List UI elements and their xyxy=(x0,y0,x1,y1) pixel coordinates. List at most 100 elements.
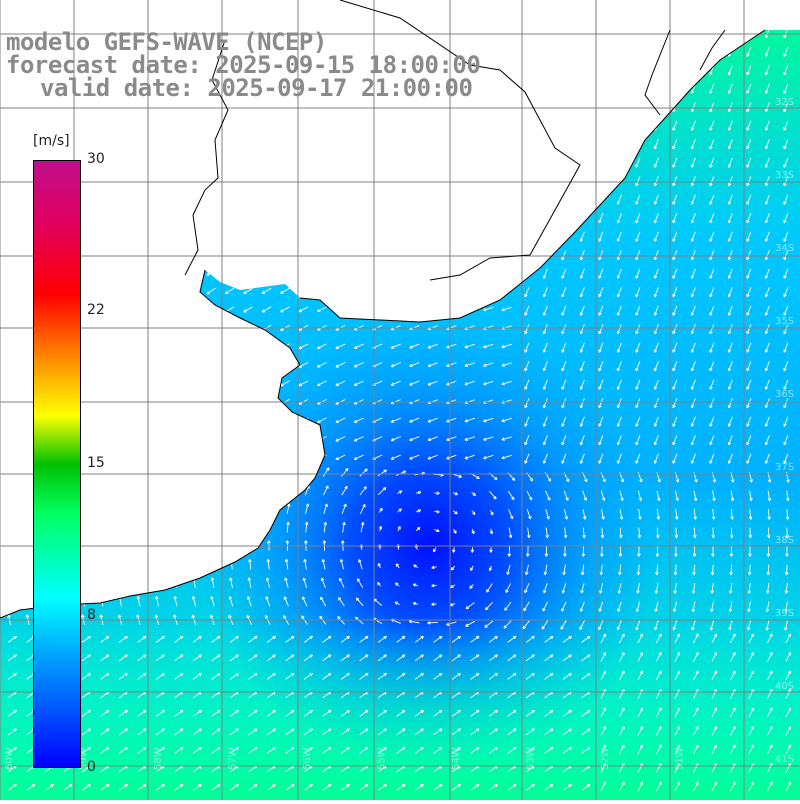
wind-arrow xyxy=(409,362,420,368)
wind-arrow xyxy=(579,102,585,113)
wind-arrow xyxy=(335,269,346,275)
wind-arrow xyxy=(22,139,31,148)
wind-arrow xyxy=(192,558,197,570)
wind-arrow xyxy=(579,435,585,446)
wind-arrow xyxy=(764,102,770,113)
wind-arrow xyxy=(427,30,438,35)
wind-arrow xyxy=(672,342,678,353)
wind-arrow xyxy=(598,139,604,150)
wind-arrow xyxy=(711,781,718,792)
wind-arrow xyxy=(637,707,644,718)
wind-arrow xyxy=(284,558,289,570)
wind-arrow xyxy=(321,558,326,570)
wind-arrow xyxy=(525,746,535,754)
wind-arrow xyxy=(464,288,475,293)
wind-arrow xyxy=(414,635,424,643)
wind-arrow xyxy=(672,305,678,316)
wind-arrow xyxy=(488,565,493,572)
wind-arrow xyxy=(600,652,607,662)
wind-arrow xyxy=(431,583,437,588)
wind-arrow xyxy=(598,213,604,224)
wind-arrow xyxy=(243,306,253,313)
wind-arrow xyxy=(507,654,517,662)
wind-arrow xyxy=(635,120,641,131)
wind-arrow xyxy=(151,269,161,277)
wind-arrow xyxy=(169,139,179,147)
wind-arrow xyxy=(579,453,585,464)
wind-arrow xyxy=(82,503,87,514)
wind-arrow xyxy=(464,362,475,367)
wind-arrow xyxy=(579,83,585,94)
wind-arrow xyxy=(690,102,696,113)
latitude-label: 36S xyxy=(775,389,794,400)
wind-arrow xyxy=(692,564,696,576)
wind-arrow xyxy=(243,213,253,221)
wind-arrow xyxy=(727,30,733,39)
wind-arrow xyxy=(409,251,420,257)
wind-arrow xyxy=(261,232,272,239)
wind-arrow xyxy=(77,121,87,129)
wind-arrow xyxy=(335,306,346,312)
wind-arrow xyxy=(746,305,752,316)
wind-arrow xyxy=(579,157,585,168)
wind-arrow xyxy=(341,503,347,514)
wind-arrow xyxy=(727,416,733,427)
wind-arrow xyxy=(174,746,184,754)
wind-arrow xyxy=(286,521,290,533)
wind-arrow xyxy=(114,435,124,443)
wind-arrow xyxy=(580,564,585,576)
wind-arrow xyxy=(619,527,623,539)
wind-arrow xyxy=(335,436,346,442)
wind-arrow xyxy=(524,583,530,594)
wind-arrow xyxy=(727,287,733,298)
wind-arrow xyxy=(3,361,13,370)
wind-arrow xyxy=(101,484,106,496)
wind-arrow xyxy=(446,380,457,386)
wind-arrow xyxy=(561,213,567,224)
wind-arrow xyxy=(598,379,604,390)
wind-arrow xyxy=(353,380,364,386)
wind-arrow xyxy=(690,435,696,446)
wind-arrow xyxy=(3,83,13,93)
wind-arrow xyxy=(286,503,291,514)
wind-arrow xyxy=(335,214,346,220)
wind-arrow xyxy=(543,583,548,594)
wind-arrow xyxy=(261,417,272,424)
wind-arrow xyxy=(224,435,235,443)
wind-arrow xyxy=(561,102,567,113)
wind-arrow xyxy=(210,577,215,588)
wind-arrow xyxy=(280,269,290,276)
wind-arrow xyxy=(675,509,679,520)
latitude-label: 33S xyxy=(775,170,794,181)
wind-arrow xyxy=(359,709,369,717)
wind-arrow xyxy=(711,707,718,718)
wind-arrow xyxy=(174,654,184,662)
wind-arrow xyxy=(340,746,350,754)
wind-arrow xyxy=(483,103,494,108)
wind-arrow xyxy=(193,521,198,533)
wind-arrow xyxy=(653,287,659,298)
wind-arrow xyxy=(409,436,420,442)
wind-arrow xyxy=(353,214,364,220)
wind-arrow xyxy=(542,287,548,298)
longitude-label: 58W xyxy=(153,747,164,770)
wind-arrow xyxy=(390,140,401,146)
wind-arrow xyxy=(377,709,387,717)
wind-arrow xyxy=(377,562,381,569)
wind-arrow xyxy=(409,177,420,183)
wind-arrow xyxy=(138,484,143,496)
wind-arrow xyxy=(544,746,554,754)
wind-arrow xyxy=(335,288,346,294)
wind-arrow xyxy=(653,213,659,224)
wind-arrow xyxy=(427,158,438,164)
wind-arrow xyxy=(285,709,295,717)
wind-arrow xyxy=(764,120,770,131)
wind-arrow xyxy=(206,213,216,221)
wind-arrow xyxy=(727,379,733,390)
wind-arrow xyxy=(579,342,585,353)
wind-arrow xyxy=(359,635,369,643)
wind-arrow xyxy=(636,583,640,594)
wind-arrow xyxy=(727,83,733,94)
wind-arrow xyxy=(655,707,662,718)
wind-arrow xyxy=(262,11,271,16)
